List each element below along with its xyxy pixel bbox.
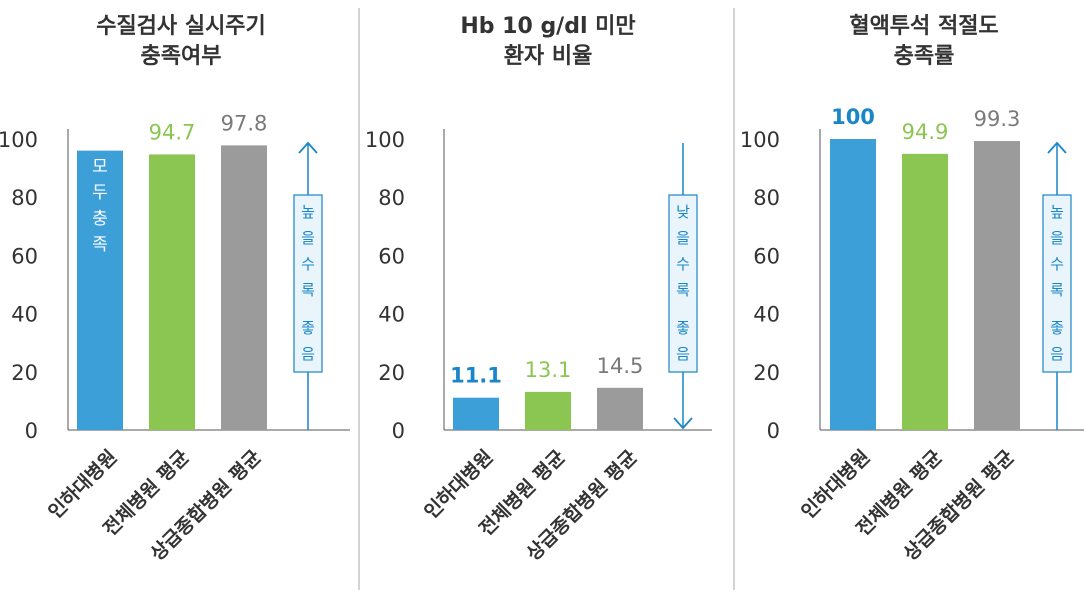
y-tick-label: 100 (0, 128, 38, 152)
bar-3 (597, 387, 643, 430)
direction-note-box (1042, 194, 1072, 373)
y-tick-label: 40 (378, 303, 405, 327)
chart-title-line: 환자 비율 (504, 44, 593, 69)
direction-note-char: 수 (676, 255, 690, 273)
chart-title-line: 혈액투석 적절도 (849, 14, 998, 39)
y-tick-label: 0 (392, 419, 405, 443)
y-tick-label: 20 (753, 361, 780, 385)
y-tick-label: 60 (378, 244, 405, 268)
bar-1 (830, 139, 876, 430)
value-label: 13.1 (525, 358, 572, 382)
chart-title-line: 충족률 (894, 44, 955, 69)
direction-note-box (293, 194, 323, 373)
bar-2 (525, 391, 571, 430)
direction-note-char: 음 (676, 345, 690, 363)
bar-1 (453, 397, 499, 430)
bar-inner-label-char: 모 (92, 157, 108, 177)
direction-note-char: 낮 (676, 203, 690, 221)
arrow-up-icon (1047, 141, 1067, 154)
value-label: 94.7 (149, 120, 196, 144)
y-tick-label: 80 (753, 186, 780, 210)
direction-note-char: 을 (1050, 229, 1064, 247)
arrow-up-icon (298, 141, 318, 154)
y-tick-label: 20 (378, 361, 405, 385)
category-label: 인하대병원 (797, 446, 874, 523)
bar-inner-label-char: 충 (92, 209, 108, 229)
y-tick-label: 20 (11, 361, 38, 385)
y-tick-label: 60 (11, 244, 38, 268)
direction-note-char: 록 (676, 281, 690, 299)
direction-note-char: 을 (301, 229, 315, 247)
y-tick-label: 80 (11, 186, 38, 210)
direction-note-char: 좋 (301, 319, 315, 337)
bar-2 (902, 153, 948, 430)
bar-3 (974, 141, 1020, 431)
y-tick-label: 0 (25, 419, 38, 443)
value-label: 99.3 (974, 107, 1021, 131)
y-tick-label: 100 (740, 128, 780, 152)
bar-inner-label-char: 두 (92, 183, 108, 203)
arrow-down-icon (673, 417, 693, 430)
value-label: 94.9 (902, 120, 949, 144)
value-label: 14.5 (597, 354, 644, 378)
y-tick-label: 40 (11, 303, 38, 327)
category-label: 인하대병원 (44, 446, 121, 523)
direction-note-char: 을 (676, 229, 690, 247)
direction-note-box (668, 194, 698, 373)
chart-panel-3: 혈액투석 적절도충족률020406080100100인하대병원94.9전체병원 … (740, 14, 1084, 565)
direction-note-char: 좋 (1050, 319, 1064, 337)
chart-title-line: 수질검사 실시주기 (96, 14, 266, 39)
direction-note-char: 높 (301, 203, 315, 221)
direction-note-char: 음 (301, 345, 315, 363)
category-label: 인하대병원 (420, 446, 497, 523)
bar-3 (221, 145, 267, 431)
bar-1 (77, 150, 123, 430)
y-tick-label: 100 (365, 128, 405, 152)
value-label: 100 (831, 105, 875, 129)
chart-title-line: 충족여부 (141, 44, 222, 69)
y-tick-label: 0 (767, 419, 780, 443)
bar-inner-label-char: 족 (92, 235, 108, 255)
y-tick-label: 60 (753, 244, 780, 268)
direction-note-char: 록 (301, 281, 315, 299)
chart-title-line: Hb 10 g/dl 미만 (460, 14, 635, 39)
direction-note-char: 수 (301, 255, 315, 273)
direction-note-char: 록 (1050, 281, 1064, 299)
value-label: 97.8 (221, 111, 268, 135)
direction-note-char: 수 (1050, 255, 1064, 273)
y-tick-label: 80 (378, 186, 405, 210)
direction-note-char: 좋 (676, 319, 690, 337)
direction-note-char: 높 (1050, 203, 1064, 221)
value-label: 11.1 (450, 364, 502, 388)
bar-2 (149, 154, 195, 430)
y-tick-label: 40 (753, 303, 780, 327)
direction-note-char: 음 (1050, 345, 1064, 363)
